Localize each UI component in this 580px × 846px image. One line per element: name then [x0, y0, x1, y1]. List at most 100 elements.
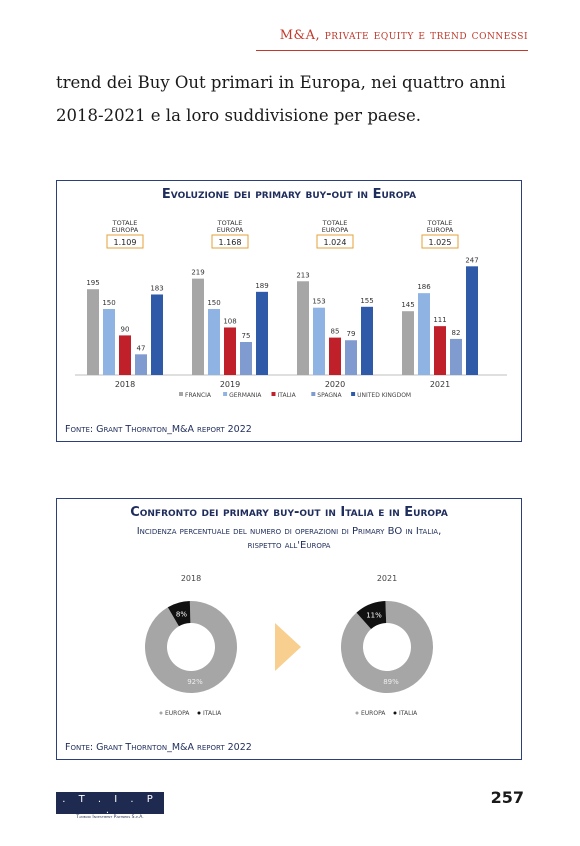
bar	[240, 342, 252, 375]
totals-box	[211, 234, 249, 249]
bar	[402, 311, 414, 375]
bar	[361, 306, 373, 375]
legend-swatch	[311, 392, 316, 396]
donut-label-italia: 8%	[176, 610, 187, 618]
legend-swatch	[271, 392, 276, 396]
totals-box	[421, 234, 459, 249]
x-tick-label: 2020	[325, 380, 345, 389]
bar-value-label: 79	[347, 330, 356, 338]
totals-label: EUROPA	[112, 226, 139, 234]
legend-dot-europa	[355, 711, 359, 715]
bar	[103, 309, 115, 375]
legend-label: UNITED KINGDOM	[357, 392, 411, 399]
donut-chart-title: Confronto dei primary buy-out in Italia …	[130, 505, 448, 520]
bar-value-label: 108	[223, 317, 236, 325]
logo-subtitle: Tamburi Investment Partners S.p.A.	[76, 815, 144, 820]
totals-box	[106, 234, 144, 249]
bar	[345, 340, 357, 375]
totals-value: 1.025	[429, 238, 452, 247]
donut-subtitle-line2: rispetto all'Europa	[247, 540, 331, 551]
donut-label-italia: 11%	[366, 611, 382, 619]
totals-box	[316, 234, 354, 249]
totals-label: TOTALE	[322, 219, 348, 227]
totals-value: 1.024	[324, 238, 347, 247]
bar-value-label: 155	[360, 297, 373, 305]
bar-value-label: 213	[296, 271, 309, 279]
body-paragraph: trend dei Buy Out primari in Europa, nei…	[56, 73, 506, 125]
bar-value-label: 145	[401, 301, 414, 309]
totals-value: 1.109	[114, 238, 137, 247]
bar-value-label: 90	[121, 325, 130, 333]
totals-label: EUROPA	[217, 226, 244, 234]
bar	[418, 293, 430, 375]
bar	[466, 266, 478, 375]
bar	[256, 291, 268, 375]
page-number: 257	[490, 788, 524, 807]
donut-chart-source: Fonte: Grant Thornton_M&A report 2022	[65, 742, 252, 753]
bar-chart: TOTALEEUROPA1.10919515090471832018TOTALE…	[75, 219, 507, 399]
legend-swatch	[179, 392, 183, 396]
legend-label-europa: EUROPA	[165, 710, 190, 717]
totals-label: TOTALE	[427, 219, 453, 227]
bar	[329, 337, 341, 375]
arrow-shape	[275, 623, 301, 671]
bar	[135, 354, 147, 375]
donut-slice-europa	[341, 601, 433, 693]
bar-value-label: 219	[191, 269, 204, 277]
bar	[434, 326, 446, 375]
bar-value-label: 85	[331, 328, 340, 336]
bar-value-label: 153	[312, 298, 325, 306]
bar	[87, 289, 99, 375]
totals-label: TOTALE	[112, 219, 138, 227]
tip-logo: . T . I . P .	[56, 792, 164, 816]
bar-value-label: 183	[150, 284, 163, 292]
x-tick-label: 2018	[115, 380, 135, 389]
donut-chart-panel: Confronto dei primary buy-out in Italia …	[56, 498, 522, 760]
bar	[297, 281, 309, 375]
legend-label: GERMANIA	[229, 392, 262, 399]
donut-year-label: 2018	[181, 574, 201, 583]
totals-value: 1.168	[219, 238, 242, 247]
legend-label: SPAGNA	[317, 392, 342, 399]
legend-dot-italia	[393, 711, 397, 715]
bar-value-label: 82	[452, 329, 461, 337]
donut-year-label: 2021	[377, 574, 397, 583]
bar	[119, 335, 131, 375]
donut-slice-italia	[356, 601, 387, 630]
bar-value-label: 150	[102, 299, 115, 307]
bar-value-label: 75	[242, 332, 251, 340]
donut-label-europa: 89%	[383, 678, 399, 686]
donut-label-europa: 92%	[187, 678, 203, 686]
legend-label-italia: ITALIA	[399, 710, 418, 717]
bar-value-label: 47	[137, 344, 146, 352]
bar	[224, 327, 236, 375]
bar-chart-source: Fonte: Grant Thornton_M&A report 2022	[65, 424, 252, 435]
header-rule	[256, 50, 528, 51]
legend-dot-italia	[197, 711, 201, 715]
bar-value-label: 150	[207, 299, 220, 307]
donut-subtitle-line1: Incidenza percentuale del numero di oper…	[136, 526, 442, 537]
legend-label-europa: EUROPA	[361, 710, 386, 717]
totals-label: EUROPA	[322, 226, 349, 234]
legend-swatch	[351, 392, 356, 396]
bar	[208, 309, 220, 375]
x-tick-label: 2019	[220, 380, 240, 389]
totals-label: TOTALE	[217, 219, 243, 227]
legend-dot-europa	[159, 711, 163, 715]
donut-chart-subtitle: Incidenza percentuale del numero di oper…	[57, 525, 521, 553]
bar-value-label: 186	[417, 283, 431, 291]
donut-charts: 2018 8% 92% EUROPA ITALIA 2021 11% 89% EUROPA ITA…	[145, 574, 433, 717]
logo-mark: . T . I . P .	[62, 794, 158, 816]
bar-value-label: 189	[255, 282, 268, 290]
running-title: M&A, private equity e trend connessi	[279, 28, 528, 43]
donut-slice-italia	[167, 601, 191, 627]
bar-value-label: 247	[465, 256, 478, 264]
bar-value-label: 111	[433, 316, 446, 324]
bar	[151, 294, 163, 375]
bar	[192, 278, 204, 375]
bar-chart-title: Evoluzione dei primary buy-out in Europa	[161, 187, 417, 202]
legend-label: FRANCIA	[185, 392, 212, 399]
legend-label-italia: ITALIA	[203, 710, 222, 717]
x-tick-label: 2021	[430, 380, 450, 389]
bar	[313, 307, 325, 375]
